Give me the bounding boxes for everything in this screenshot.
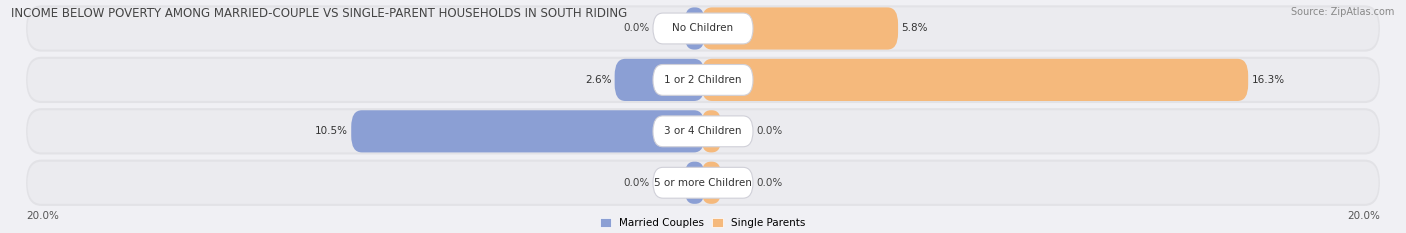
FancyBboxPatch shape	[652, 65, 754, 95]
Text: 1 or 2 Children: 1 or 2 Children	[664, 75, 742, 85]
FancyBboxPatch shape	[27, 160, 1379, 206]
FancyBboxPatch shape	[28, 59, 1378, 101]
Text: 16.3%: 16.3%	[1251, 75, 1285, 85]
FancyBboxPatch shape	[28, 162, 1378, 204]
FancyBboxPatch shape	[27, 108, 1379, 154]
Legend: Married Couples, Single Parents: Married Couples, Single Parents	[596, 214, 810, 233]
Text: 0.0%: 0.0%	[623, 24, 650, 34]
Text: 0.0%: 0.0%	[756, 126, 783, 136]
FancyBboxPatch shape	[652, 167, 754, 198]
FancyBboxPatch shape	[28, 110, 1378, 152]
Text: 0.0%: 0.0%	[756, 178, 783, 188]
FancyBboxPatch shape	[685, 162, 704, 204]
Text: 2.6%: 2.6%	[585, 75, 612, 85]
FancyBboxPatch shape	[702, 110, 721, 152]
FancyBboxPatch shape	[685, 7, 704, 50]
FancyBboxPatch shape	[702, 59, 1249, 101]
Text: 10.5%: 10.5%	[315, 126, 347, 136]
Text: 5 or more Children: 5 or more Children	[654, 178, 752, 188]
Text: INCOME BELOW POVERTY AMONG MARRIED-COUPLE VS SINGLE-PARENT HOUSEHOLDS IN SOUTH R: INCOME BELOW POVERTY AMONG MARRIED-COUPL…	[11, 7, 627, 20]
Text: 20.0%: 20.0%	[1347, 211, 1379, 221]
FancyBboxPatch shape	[27, 57, 1379, 103]
FancyBboxPatch shape	[702, 162, 721, 204]
FancyBboxPatch shape	[352, 110, 704, 152]
FancyBboxPatch shape	[28, 7, 1378, 50]
Text: 0.0%: 0.0%	[623, 178, 650, 188]
Text: No Children: No Children	[672, 24, 734, 34]
FancyBboxPatch shape	[614, 59, 704, 101]
Text: 5.8%: 5.8%	[901, 24, 928, 34]
FancyBboxPatch shape	[702, 7, 898, 50]
FancyBboxPatch shape	[652, 13, 754, 44]
Text: Source: ZipAtlas.com: Source: ZipAtlas.com	[1291, 7, 1395, 17]
FancyBboxPatch shape	[652, 116, 754, 147]
FancyBboxPatch shape	[27, 5, 1379, 52]
Text: 3 or 4 Children: 3 or 4 Children	[664, 126, 742, 136]
Text: 20.0%: 20.0%	[27, 211, 59, 221]
